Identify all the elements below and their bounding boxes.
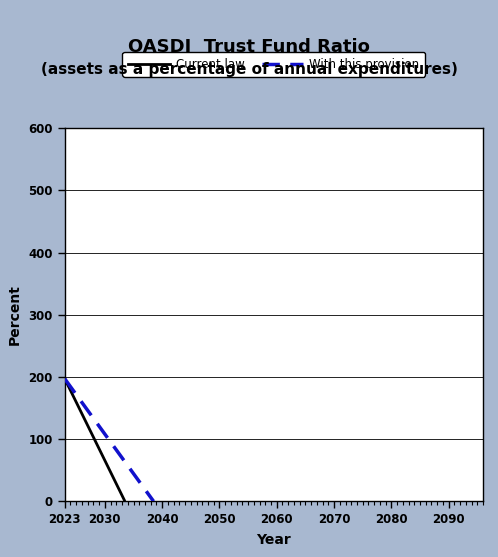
Text: OASDI  Trust Fund Ratio: OASDI Trust Fund Ratio [128,38,370,56]
Text: (assets as a percentage of annual expenditures): (assets as a percentage of annual expend… [40,62,458,77]
Legend: Current law, With this provision: Current law, With this provision [123,52,425,77]
X-axis label: Year: Year [256,533,291,547]
Y-axis label: Percent: Percent [7,284,21,345]
